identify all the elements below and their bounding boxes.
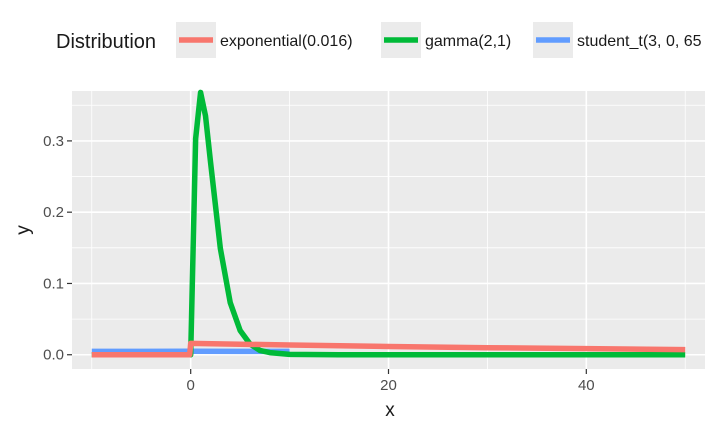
x-axis-title: x: [385, 400, 395, 421]
y-tick-label: 0.3: [43, 133, 64, 150]
legend-item: student_t(3, 0, 65: [533, 22, 702, 58]
x-tick-label: 0: [187, 377, 195, 394]
y-tick-label: 0.1: [43, 275, 64, 292]
legend-label: student_t(3, 0, 65: [577, 33, 702, 50]
legend-label: exponential(0.016): [220, 33, 353, 50]
legend: Distribution exponential(0.016) gamma(2,1…: [56, 22, 702, 58]
y-axis-title: y: [13, 225, 34, 235]
legend-item: exponential(0.016): [176, 22, 353, 58]
y-tick-label: 0.2: [43, 204, 64, 221]
y-tick-label: 0.0: [43, 347, 64, 364]
series-line-gamma-2-1-: [91, 89, 686, 358]
series-lines: [91, 89, 686, 358]
legend-item: gamma(2,1): [381, 22, 511, 58]
x-tick-label: 20: [380, 377, 397, 394]
legend-title: Distribution: [56, 31, 156, 53]
x-tick-label: 40: [578, 377, 595, 394]
axis-ticks: 0 20 40 0.0 0.1 0.2 0.3: [43, 133, 595, 394]
series-line-exponential-0-016-: [91, 340, 686, 358]
legend-label: gamma(2,1): [425, 33, 511, 50]
